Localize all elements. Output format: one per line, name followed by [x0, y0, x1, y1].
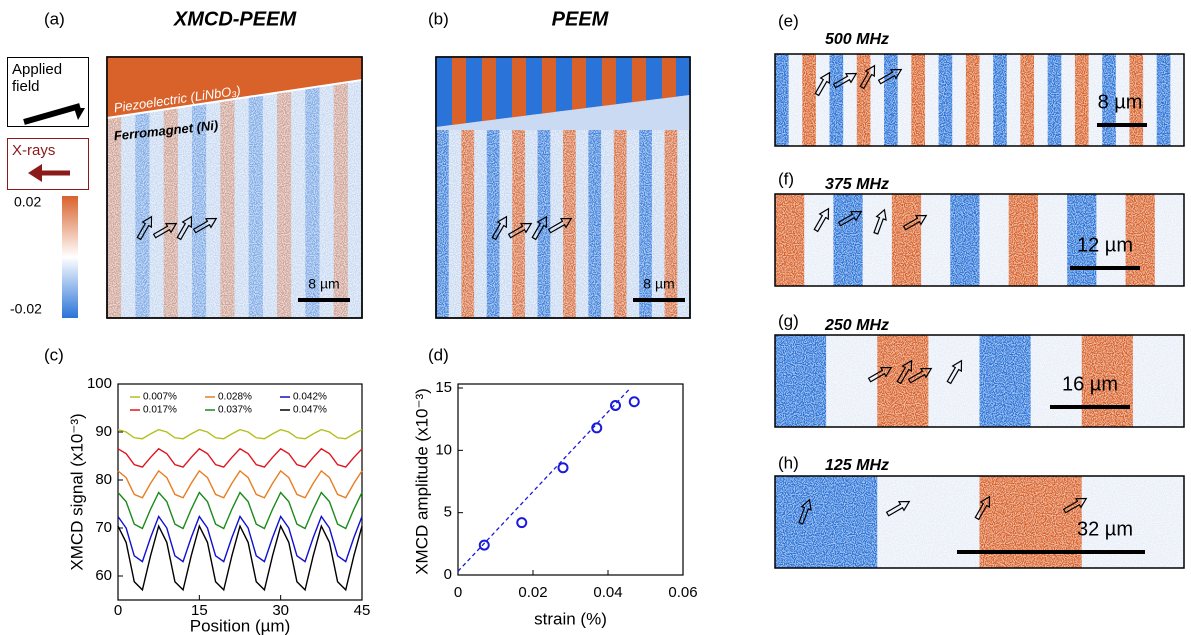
x-axis-label: strain (%) — [534, 609, 607, 628]
point — [557, 462, 569, 474]
speckle — [775, 335, 1184, 427]
speckle — [775, 54, 1184, 146]
mask — [436, 95, 690, 130]
x-axis-label: Position (µm) — [190, 616, 290, 635]
image — [774, 334, 1185, 428]
frequency: 375 MHz — [825, 176, 889, 193]
panel-label: (b) — [428, 9, 449, 28]
substrate-bg — [436, 57, 690, 127]
frame — [106, 56, 363, 319]
applied-field-label: Applied field — [12, 61, 63, 95]
x-tick-label: 45 — [354, 602, 371, 619]
line — [117, 469, 363, 499]
y-tick-label: 90 — [95, 423, 112, 440]
scale-bar-label: 32 µm — [1077, 518, 1133, 540]
y-tick-label: 100 — [87, 375, 112, 392]
point — [610, 399, 621, 411]
frequency: 250 MHz — [824, 317, 889, 334]
x-tick-label: 0 — [454, 584, 462, 601]
substrate — [107, 57, 362, 118]
x-tick-label: 0 — [114, 602, 122, 619]
line — [117, 524, 363, 592]
point — [478, 539, 490, 551]
scale-bar-label: 8 µm — [1098, 91, 1143, 113]
scale-bar-label: 12 µm — [1077, 234, 1133, 256]
frequency: 125 MHz — [825, 457, 889, 474]
y-tick-label: 5 — [444, 504, 452, 521]
panel-title: XMCD-PEEM — [173, 8, 298, 30]
panel-label: (d) — [428, 345, 449, 364]
line — [117, 491, 363, 530]
xrays-box: X-rays — [7, 138, 89, 190]
substrate-domain — [452, 57, 466, 127]
speckle — [775, 194, 1184, 286]
legend-label: 0.028% — [218, 392, 252, 403]
substrate-domain — [482, 57, 496, 127]
x-tick-label: 30 — [272, 602, 289, 619]
y-axis-label: XMCD amplitude (x10⁻³) — [412, 388, 431, 575]
legend-label: 0.007% — [143, 392, 177, 403]
scale-bar-label: 8 µm — [308, 276, 339, 292]
line — [117, 447, 363, 468]
y-tick-label: 0 — [444, 566, 452, 583]
y-axis-label: XMCD signal (x10⁻³) — [67, 413, 86, 570]
legend-label: 0.017% — [143, 405, 177, 416]
colorbar-min: -0.02 — [10, 301, 42, 317]
y-tick-label: 10 — [435, 441, 452, 458]
y-tick-label: 15 — [435, 379, 452, 396]
panel-label: (c) — [44, 345, 64, 364]
image — [106, 56, 363, 319]
panel-label: (g) — [778, 311, 799, 330]
plot-frame — [117, 383, 363, 601]
boundary — [106, 79, 363, 119]
colorbar — [62, 196, 78, 318]
panel-label: (a) — [44, 9, 65, 28]
x-tick-label: 0.04 — [593, 584, 622, 601]
frequency: 500 MHz — [825, 31, 889, 48]
scale-bar-label: 16 µm — [1062, 373, 1118, 395]
substrate-domain — [542, 57, 556, 127]
image — [774, 53, 1185, 147]
frame — [774, 334, 1185, 428]
panel-title: PEEM — [552, 8, 610, 30]
fit-line — [457, 387, 631, 572]
substrate — [436, 57, 690, 130]
y-tick-label: 70 — [95, 519, 112, 536]
legend-label: 0.047% — [293, 405, 327, 416]
x-tick-label: 0.06 — [668, 584, 697, 601]
panel-label: (h) — [778, 453, 799, 472]
x-tick-label: 15 — [191, 602, 208, 619]
frame — [774, 53, 1185, 147]
y-tick-label: 60 — [95, 567, 112, 584]
frame — [435, 56, 691, 319]
y-tick-label: 80 — [95, 471, 112, 488]
image — [774, 193, 1185, 287]
panel-label: (e) — [778, 11, 799, 30]
legend-label: 0.037% — [218, 405, 252, 416]
colorbar-max: 0.02 — [14, 194, 41, 210]
frame — [774, 193, 1185, 287]
applied-field-box: Applied field — [7, 57, 89, 127]
line — [117, 428, 363, 440]
substrate-domain — [512, 57, 526, 127]
line — [117, 515, 363, 563]
panel-label: (f) — [778, 169, 794, 188]
plot-frame — [457, 383, 684, 576]
point — [628, 396, 640, 408]
frame — [774, 475, 1185, 569]
point — [516, 517, 528, 529]
point — [591, 422, 603, 434]
x-tick-label: 0.02 — [518, 584, 547, 601]
scale-bar-label: 8 µm — [643, 276, 674, 292]
xrays-label: X-rays — [12, 142, 56, 159]
legend-label: 0.042% — [293, 392, 327, 403]
